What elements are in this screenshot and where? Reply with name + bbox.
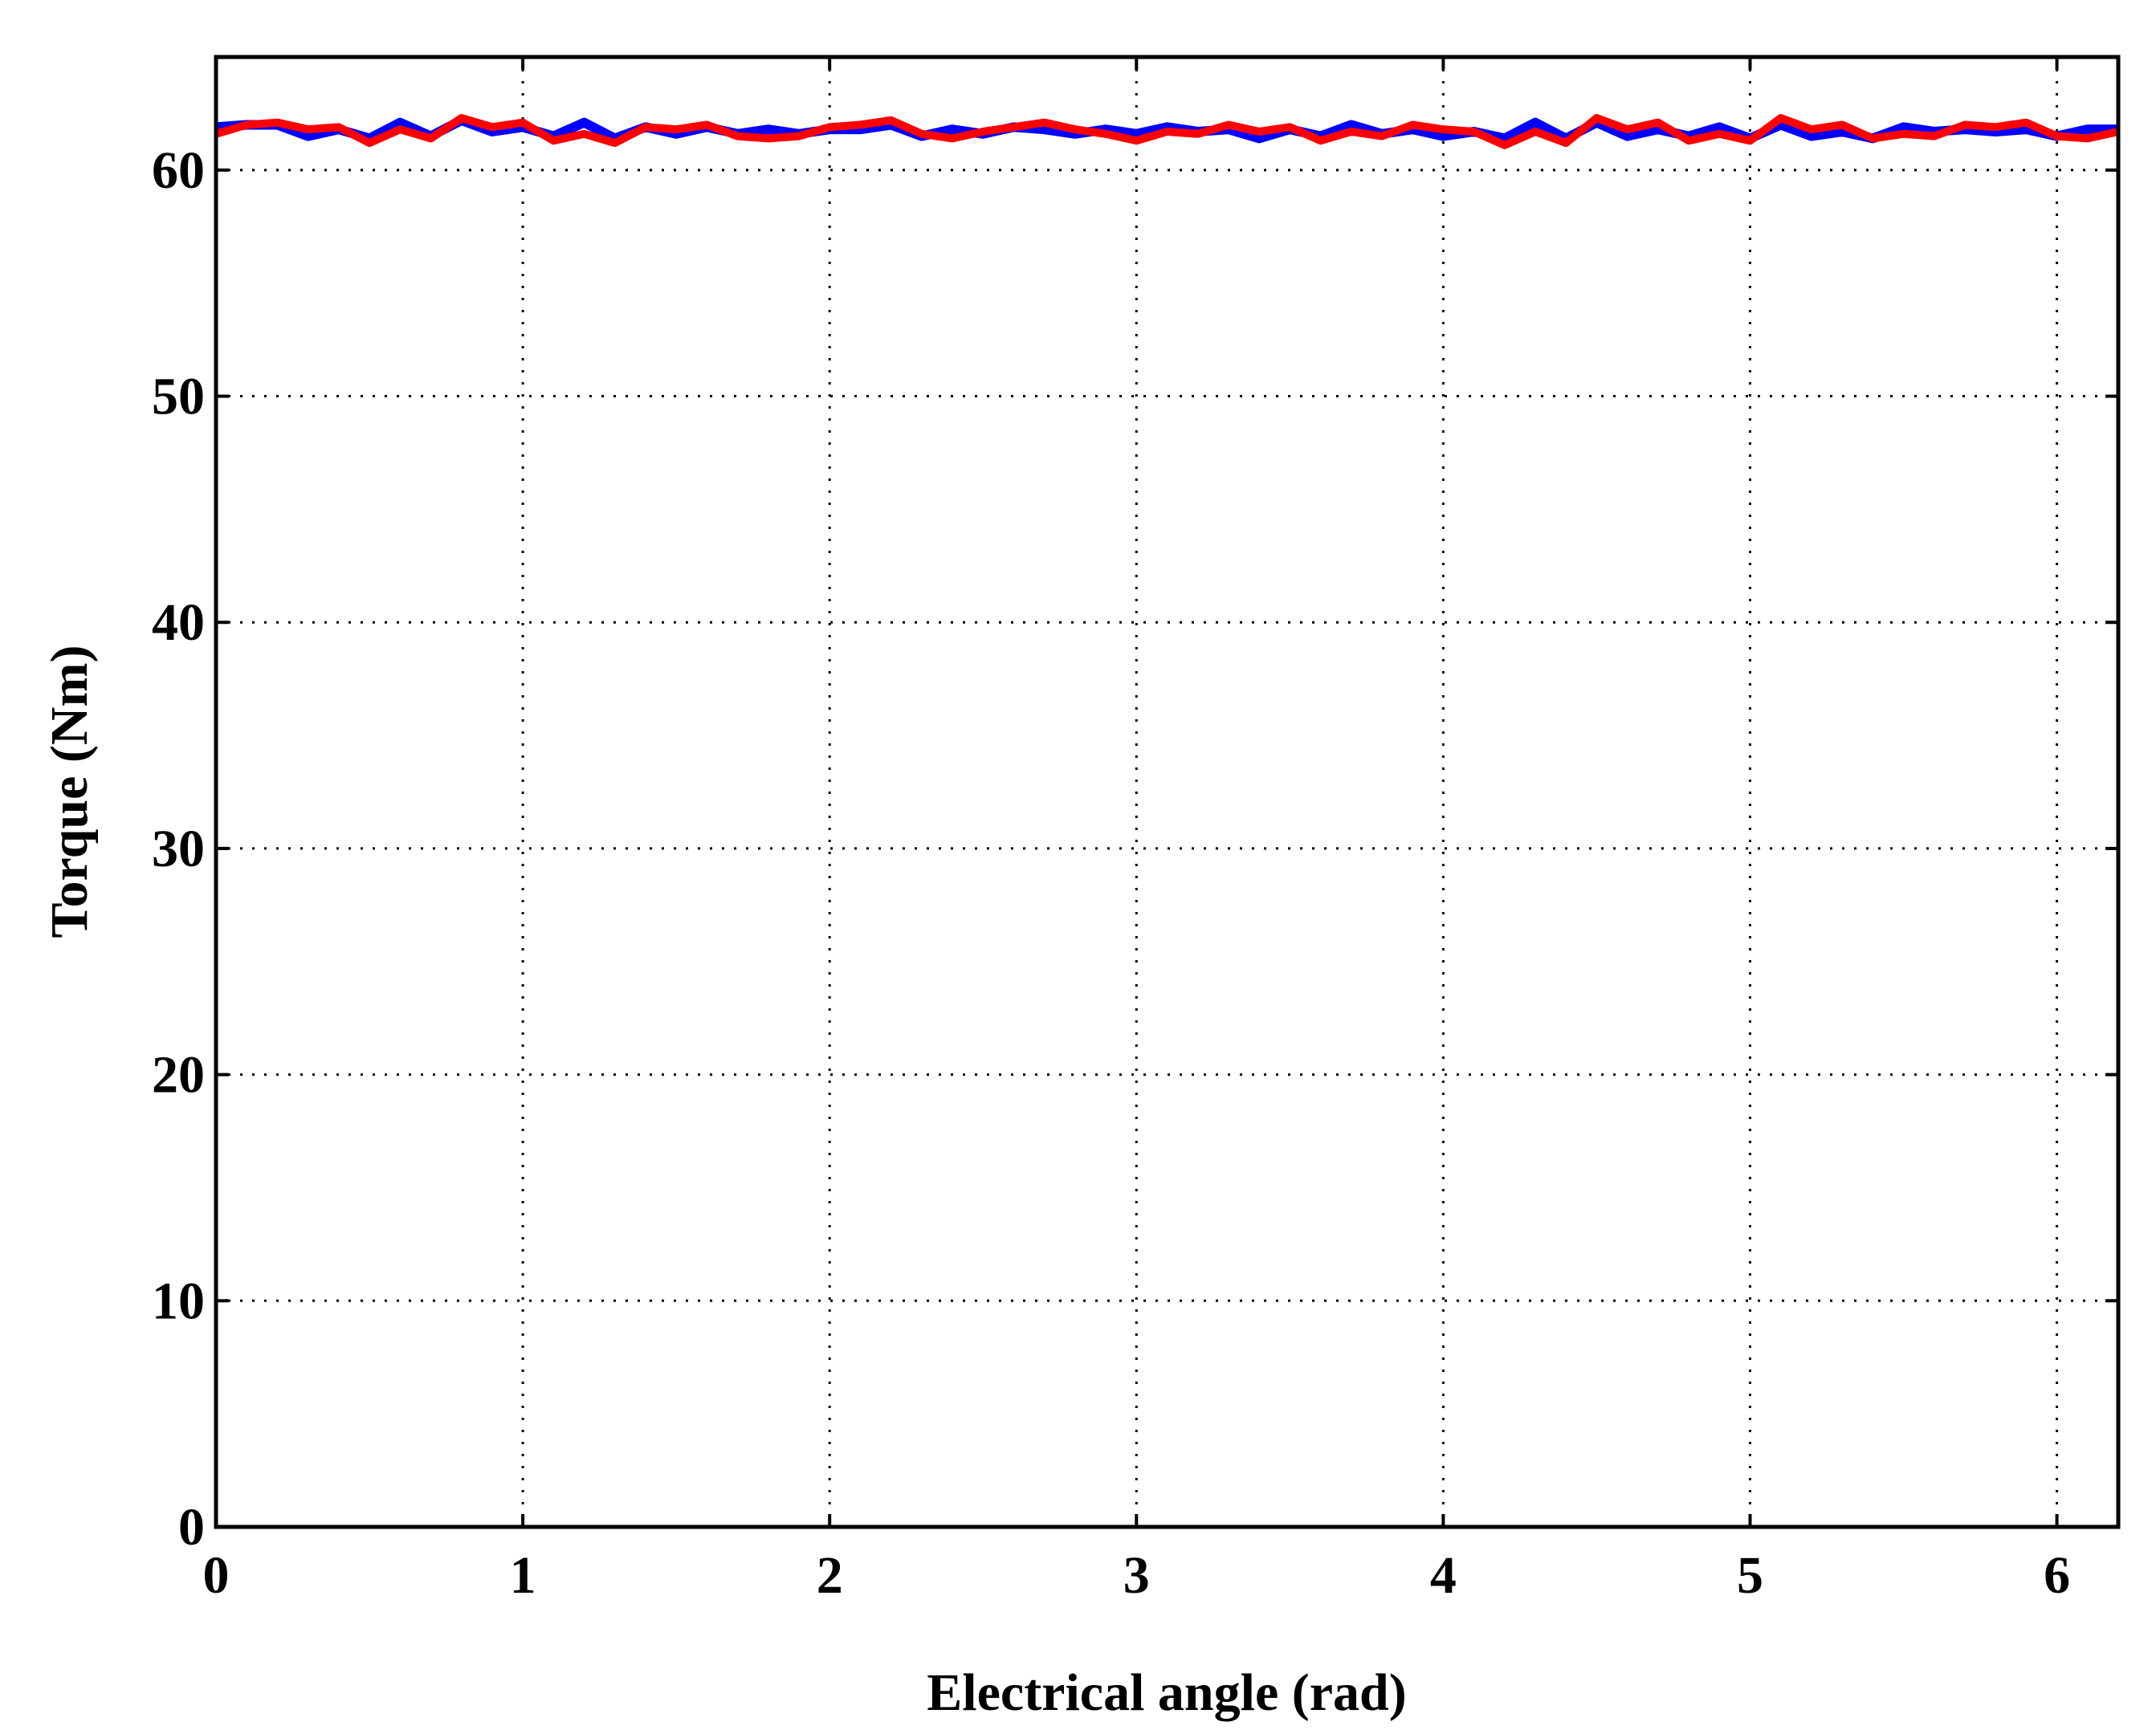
y-tick-label: 0: [178, 1498, 205, 1557]
plot-frame: [214, 55, 2121, 1529]
y-tick-label: 60: [152, 141, 205, 200]
x-tick-label: 2: [817, 1546, 843, 1605]
y-tick-label: 20: [152, 1046, 205, 1105]
data-line: [214, 114, 2120, 149]
x-tick-label: 1: [510, 1546, 536, 1605]
x-tick-label: 3: [1123, 1546, 1150, 1605]
x-tick-label: 5: [1737, 1546, 1763, 1605]
y-tick-label: 40: [152, 593, 205, 652]
x-tick-label: 4: [1430, 1546, 1457, 1605]
y-tick-label: 50: [152, 368, 205, 426]
y-tick-label: 10: [152, 1272, 205, 1330]
y-axis-label: Torque (Nm): [40, 645, 99, 938]
y-tick-label: 30: [152, 820, 205, 878]
x-tick-label: 0: [203, 1546, 230, 1605]
x-tick-label: 6: [2044, 1546, 2070, 1605]
x-axis-label: Electrical angle (rad): [927, 1663, 1406, 1722]
